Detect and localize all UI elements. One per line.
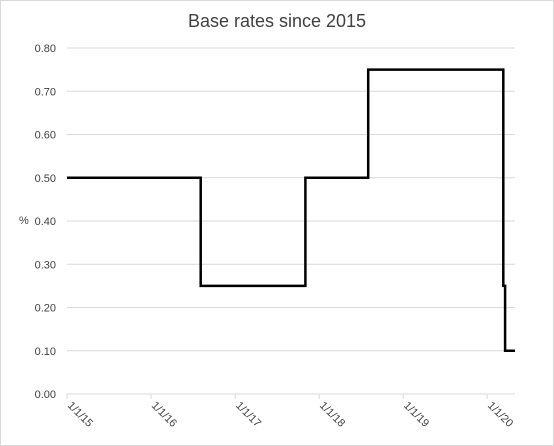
y-tick-label: 0.50 [35, 173, 56, 185]
x-tick-label: 1/1/16 [149, 400, 179, 430]
y-tick-label: 0.00 [35, 389, 56, 401]
x-tick-label: 1/1/19 [401, 400, 431, 430]
x-tick-label: 1/1/15 [65, 400, 95, 430]
y-tick-label: 0.20 [35, 303, 56, 315]
y-tick-label: 0.70 [35, 86, 56, 98]
y-axis-label: % [19, 215, 29, 227]
x-tick-label: 1/1/18 [317, 400, 347, 430]
y-tick-label: 0.10 [35, 346, 56, 358]
series-line-0 [67, 68, 515, 353]
chart-title: Base rates since 2015 [187, 11, 367, 31]
y-tick-label: 0.30 [35, 259, 56, 271]
x-tick-label: 1/1/17 [233, 400, 263, 430]
x-tick-label: 1/1/20 [485, 400, 515, 430]
y-tick-label: 0.40 [35, 216, 56, 228]
y-tick-label: 0.80 [35, 43, 56, 55]
y-tick-label: 0.60 [35, 130, 56, 142]
